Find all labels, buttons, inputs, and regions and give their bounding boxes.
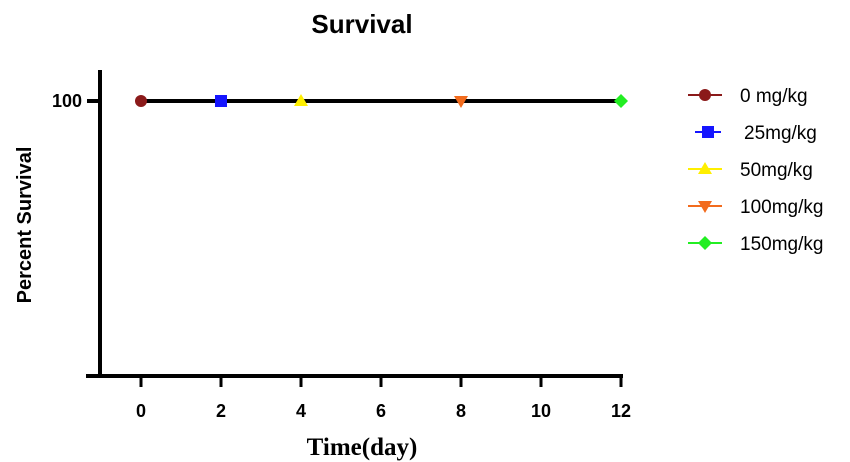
data-point xyxy=(614,94,628,108)
x-tick-label: 6 xyxy=(376,401,386,421)
legend-label: 25mg/kg xyxy=(744,123,817,144)
legend-swatch-marker xyxy=(702,126,714,138)
legend-label: 0 mg/kg xyxy=(740,86,808,107)
x-tick-label: 4 xyxy=(296,401,306,421)
x-tick-label: 10 xyxy=(531,401,551,421)
x-tick-label: 0 xyxy=(136,401,146,421)
x-tick-label: 8 xyxy=(456,401,466,421)
legend-item: 150mg/kg xyxy=(688,234,823,255)
data-point xyxy=(294,94,308,106)
y-axis-title: Percent Survival xyxy=(14,147,36,304)
x-axis-title: Time(day) xyxy=(307,434,418,461)
legend-swatch-marker xyxy=(699,89,711,101)
chart-title: Survival xyxy=(311,9,412,39)
legend-item: 0 mg/kg xyxy=(688,86,808,107)
legend-label: 100mg/kg xyxy=(740,197,823,218)
legend-swatch-marker xyxy=(698,236,712,250)
legend-swatch-marker xyxy=(698,201,712,213)
data-layer xyxy=(135,94,628,108)
legend-item: 25mg/kg xyxy=(695,123,817,144)
legend-label: 50mg/kg xyxy=(740,160,813,181)
legend: 0 mg/kg 25mg/kg 50mg/kg 100mg/kg 150mg/kg xyxy=(688,86,823,255)
data-point xyxy=(454,96,468,108)
legend-item: 100mg/kg xyxy=(688,197,823,218)
x-tick-label: 2 xyxy=(216,401,226,421)
legend-item: 50mg/kg xyxy=(688,160,813,181)
y-tick-label: 100 xyxy=(52,91,82,111)
data-point xyxy=(135,95,147,107)
legend-swatch-marker xyxy=(698,162,712,174)
data-point xyxy=(215,95,227,107)
legend-label: 150mg/kg xyxy=(740,234,823,255)
x-tick-label: 12 xyxy=(611,401,631,421)
axes: 100 0 2 4 6 8 10 12 xyxy=(52,70,631,421)
